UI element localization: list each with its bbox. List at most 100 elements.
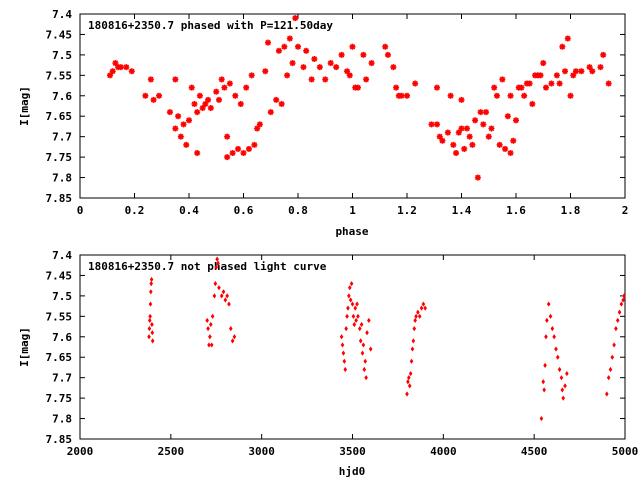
data-point: [510, 137, 517, 144]
data-point: [109, 68, 116, 75]
data-point: [567, 92, 574, 99]
data-point: [586, 64, 593, 71]
data-point: [359, 321, 364, 328]
data-point: [172, 125, 179, 132]
data-point: [412, 80, 419, 87]
data-point: [216, 260, 220, 266]
data-point: [605, 80, 612, 87]
unphased-y-tick-label: 7.7: [52, 372, 72, 385]
data-point: [363, 358, 368, 364]
data-point: [543, 362, 547, 368]
data-point: [368, 346, 373, 352]
data-point: [300, 64, 307, 71]
data-point: [256, 121, 263, 128]
data-point: [560, 387, 565, 393]
data-point: [149, 281, 154, 287]
phased-ticks: 0 0.2 0.4 0.6 0.8 1 1.2 1.4 1.6 1.8 2 7.4 7.45 7.5 7.5…: [46, 8, 629, 217]
data-point: [209, 342, 214, 348]
data-point: [556, 80, 563, 87]
data-point: [521, 92, 528, 99]
data-point: [202, 100, 209, 107]
data-point: [215, 256, 219, 262]
data-point: [461, 145, 468, 152]
data-point: [172, 76, 179, 83]
data-point: [493, 92, 500, 99]
phased-y-tick-label: 7.75: [46, 151, 73, 164]
data-point: [561, 395, 566, 401]
unphased-y-tick-label: 7.65: [46, 351, 73, 364]
data-point: [217, 285, 221, 291]
unphased-y-tick-label: 7.8: [52, 413, 72, 426]
data-point: [439, 137, 446, 144]
phased-y-tick-label: 7.65: [46, 110, 73, 123]
data-point: [212, 293, 217, 299]
data-point: [333, 64, 340, 71]
phased-y-tick-label: 7.4: [52, 8, 72, 21]
unphased-ticks: 2000 2500 3000 3500 4000 4500 5000 7.4 7.45 7.5 7.…: [46, 249, 639, 458]
data-point: [488, 125, 495, 132]
data-point: [541, 379, 546, 385]
data-point: [346, 72, 353, 79]
data-point: [237, 100, 244, 107]
data-point: [150, 338, 155, 344]
data-point: [248, 72, 255, 79]
data-point: [413, 317, 417, 324]
phased-x-tick-label: 1.6: [506, 204, 526, 217]
data-point: [175, 113, 182, 120]
data-point: [507, 92, 514, 99]
phased-y-tick-label: 7.55: [46, 69, 73, 82]
phased-points: [106, 15, 612, 181]
data-point: [235, 145, 242, 152]
data-point: [166, 109, 173, 116]
data-point: [540, 60, 547, 67]
data-point: [251, 141, 258, 148]
data-point: [622, 293, 626, 299]
data-point: [194, 109, 201, 116]
data-point: [351, 313, 356, 319]
unphased-x-tick-label: 4000: [430, 445, 457, 458]
data-point: [589, 68, 596, 75]
data-point: [142, 92, 149, 99]
phased-y-tick-label: 7.8: [52, 172, 72, 185]
data-point: [496, 141, 503, 148]
data-point: [360, 350, 365, 356]
data-point: [537, 72, 544, 79]
data-point: [180, 121, 187, 128]
data-point: [472, 117, 479, 124]
data-point: [361, 342, 366, 348]
data-point: [453, 150, 460, 157]
unphased-x-tick-label: 3500: [339, 445, 366, 458]
data-point: [311, 55, 318, 62]
data-point: [450, 141, 457, 148]
unphased-y-tick-label: 7.55: [46, 310, 73, 323]
phased-x-tick-label: 1.2: [397, 204, 417, 217]
data-point: [612, 342, 616, 348]
unphased-y-tick-label: 7.6: [52, 331, 72, 344]
data-point: [227, 301, 231, 307]
data-point: [485, 133, 492, 140]
data-point: [360, 51, 367, 58]
data-point: [518, 84, 525, 91]
data-point: [562, 68, 569, 75]
data-point: [572, 68, 579, 75]
data-point: [341, 350, 346, 356]
data-point: [384, 51, 391, 58]
data-point: [177, 133, 184, 140]
data-point: [621, 297, 625, 303]
phased-chart: 180816+2350.7 phased with P=121.50day ph…: [18, 8, 628, 238]
data-point: [409, 358, 414, 364]
unphased-x-tick-label: 2000: [67, 445, 94, 458]
data-point: [218, 76, 225, 83]
data-point: [207, 342, 211, 348]
phased-chart-title: 180816+2350.7 phased with P=121.50day: [88, 19, 333, 32]
data-point: [214, 264, 219, 270]
data-point: [474, 174, 481, 181]
data-point: [149, 289, 153, 295]
data-point: [308, 76, 315, 83]
data-point: [292, 15, 299, 22]
data-point: [349, 43, 356, 50]
data-point: [354, 84, 361, 91]
data-point: [364, 375, 368, 381]
data-point: [408, 370, 413, 377]
data-point: [349, 281, 354, 287]
